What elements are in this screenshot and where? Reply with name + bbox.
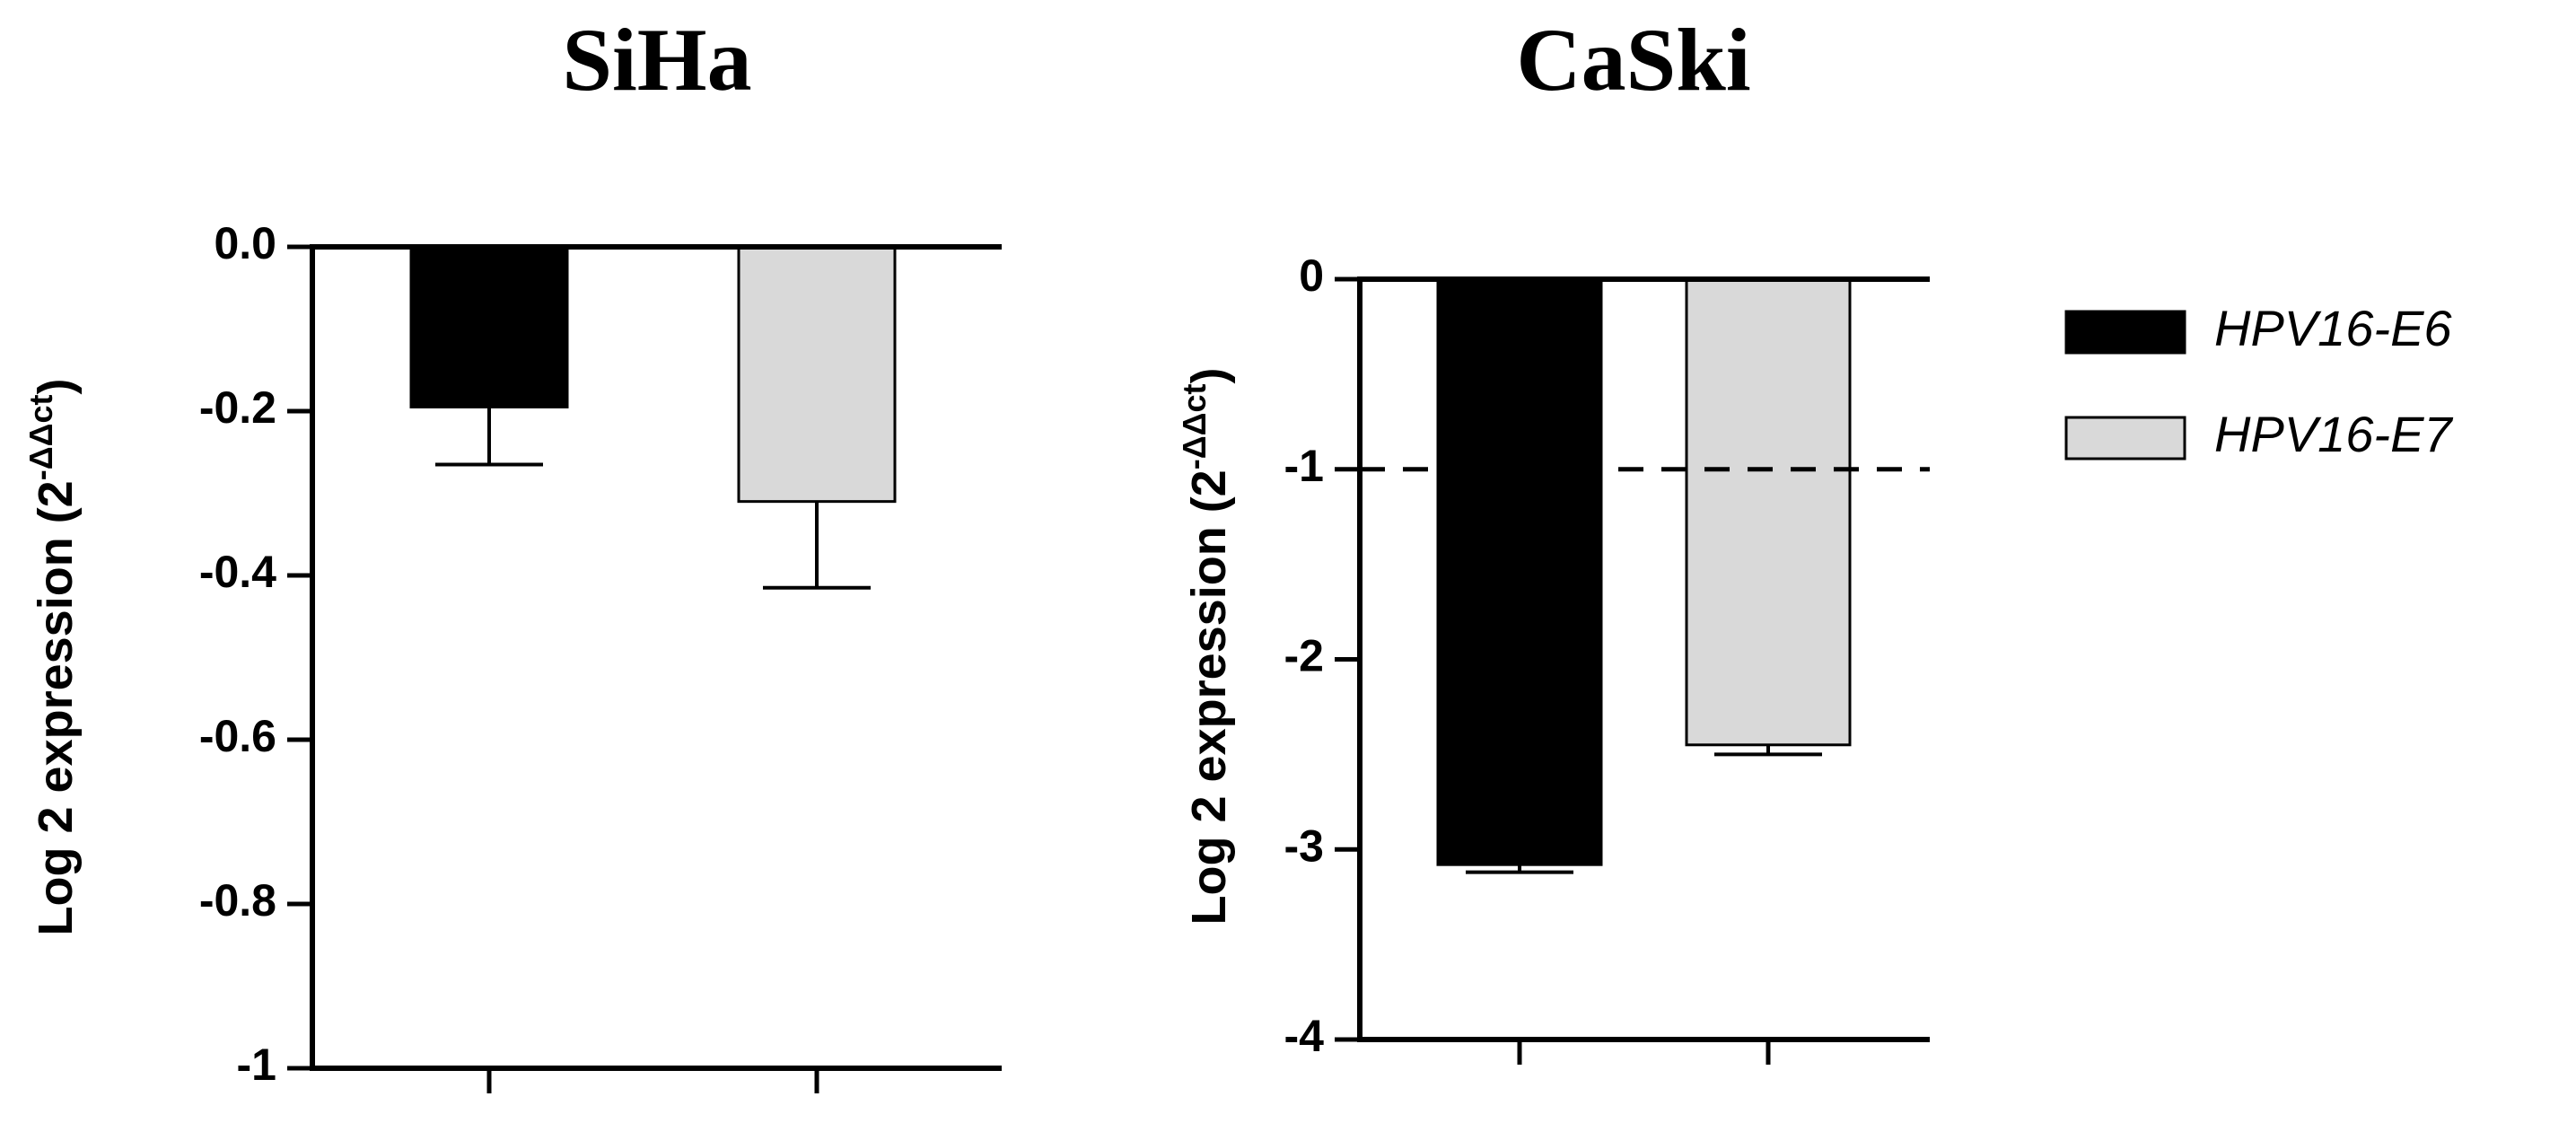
legend-swatch bbox=[2064, 416, 2186, 461]
y-tick-label: -3 bbox=[1284, 820, 1324, 871]
y-tick-label: -0.8 bbox=[199, 875, 276, 926]
y-tick-label: -0.4 bbox=[199, 547, 276, 597]
y-axis-label: Log 2 expression (2-ΔΔct) bbox=[22, 379, 83, 936]
y-axis-label-end: ) bbox=[29, 379, 83, 395]
bar bbox=[409, 245, 569, 408]
y-tick-label: -0.6 bbox=[199, 711, 276, 761]
legend-label: HPV16-E6 bbox=[2214, 300, 2452, 356]
y-tick-label: -1 bbox=[1284, 441, 1324, 491]
chart-title: CaSki bbox=[1516, 10, 1750, 110]
y-tick-label: 0 bbox=[1299, 250, 1324, 301]
y-axis-label-main: Log 2 expression (2 bbox=[1182, 469, 1236, 925]
legend-swatch bbox=[2064, 310, 2186, 355]
y-tick-label: -2 bbox=[1284, 631, 1324, 681]
legend-label: HPV16-E7 bbox=[2214, 406, 2453, 462]
y-tick-label: -1 bbox=[237, 1040, 276, 1090]
bar bbox=[1685, 277, 1852, 747]
y-axis-label-sup: -ΔΔct bbox=[1176, 384, 1213, 470]
y-tick-label: 0.0 bbox=[214, 218, 276, 268]
bar bbox=[737, 245, 897, 504]
y-axis-label-sup: -ΔΔct bbox=[22, 395, 59, 481]
chart-title: SiHa bbox=[562, 10, 751, 110]
y-axis-label-end: ) bbox=[1182, 368, 1236, 384]
y-tick-label: -4 bbox=[1284, 1011, 1325, 1061]
y-tick-label: -0.2 bbox=[199, 382, 276, 433]
y-axis-label-main: Log 2 expression (2 bbox=[29, 480, 83, 935]
bar bbox=[1436, 277, 1603, 866]
y-axis-label: Log 2 expression (2-ΔΔct) bbox=[1176, 368, 1236, 926]
